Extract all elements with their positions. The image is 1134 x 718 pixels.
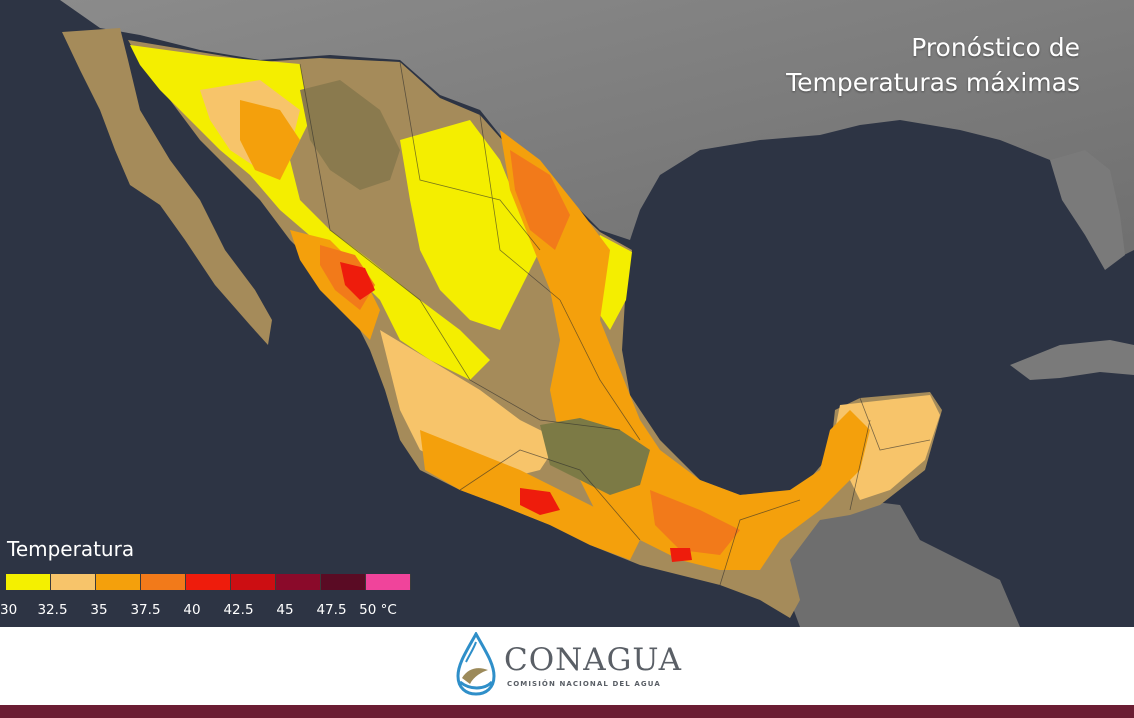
map-panel: Pronóstico de Temperaturas máximas Tempe… [0, 0, 1134, 627]
legend-tick-label: 47.5 [316, 602, 347, 618]
footer [0, 627, 1134, 705]
temp-zone-35b [240, 100, 300, 180]
legend-swatch [96, 574, 141, 590]
legend-tick-label: 50 °C [359, 602, 397, 618]
legend-swatch [231, 574, 276, 590]
legend-swatch [276, 574, 321, 590]
highland-zone [540, 418, 650, 495]
legend-swatch [6, 574, 51, 590]
water-drop-logo-icon [456, 632, 496, 696]
legend-tick-label: 42.5 [223, 602, 254, 618]
conagua-logo: CONAGUA COMISIÓN NACIONAL DEL AGUA [452, 632, 692, 698]
temp-zone-30b [400, 120, 540, 330]
legend-tick-label: 32.5 [37, 602, 68, 618]
temp-zone-40b [520, 488, 560, 515]
legend-swatch [321, 574, 366, 590]
legend-tick-label: 30 [0, 602, 18, 618]
legend-tick-label: 40 [183, 602, 201, 618]
map-title-line1: Pronóstico de [911, 33, 1080, 62]
state-borders [299, 61, 931, 586]
map-title: Pronóstico de Temperaturas máximas [786, 30, 1080, 100]
central-america-land [780, 500, 1020, 627]
legend-swatch [141, 574, 186, 590]
legend-swatch [51, 574, 96, 590]
logo-name: CONAGUA [504, 642, 682, 678]
legend-tick-label: 45 [276, 602, 294, 618]
temp-zone-37b [510, 150, 570, 250]
bottom-banner [0, 705, 1134, 718]
temp-zone-37c [650, 490, 740, 555]
highland-zone-b [300, 80, 400, 190]
baja-california [62, 28, 272, 345]
temp-zone-40c [670, 548, 692, 562]
mexico-mainland [128, 40, 942, 618]
legend-tick-label: 35 [90, 602, 108, 618]
legend-swatch [366, 574, 411, 590]
legend-color-bar [6, 574, 411, 590]
map-title-line2: Temperaturas máximas [786, 68, 1080, 97]
logo-subtitle: COMISIÓN NACIONAL DEL AGUA [507, 680, 661, 688]
legend-tick-label: 37.5 [130, 602, 161, 618]
temperature-map [60, 0, 1134, 627]
legend-title: Temperatura [7, 537, 135, 561]
temp-zone-40 [340, 262, 375, 300]
usa-land [60, 0, 1134, 262]
legend-tick-labels: 30 32.5 35 37.5 40 42.5 45 47.5 50 °C [0, 602, 440, 622]
legend-swatch [186, 574, 231, 590]
florida-land [1050, 150, 1125, 270]
cuba-land [1010, 340, 1134, 380]
